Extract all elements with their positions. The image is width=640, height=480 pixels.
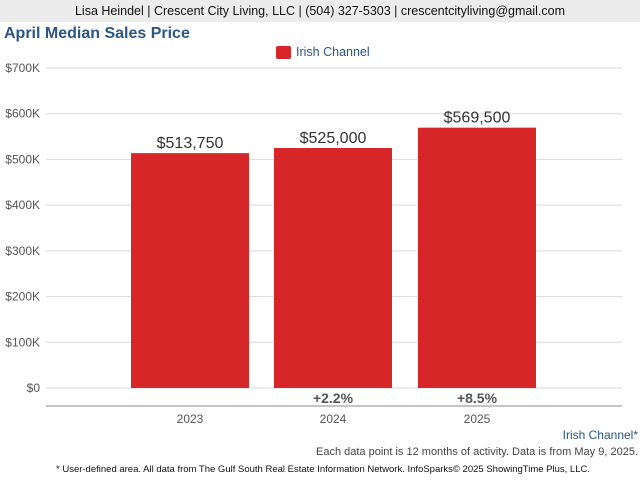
legend-label: Irish Channel xyxy=(296,45,370,59)
data-note: Each data point is 12 months of activity… xyxy=(315,446,638,458)
change-label: +8.5% xyxy=(457,390,498,406)
x-tick-label: 2023 xyxy=(177,412,204,426)
legend[interactable]: Irish Channel xyxy=(276,45,370,59)
bar-value-label: $569,500 xyxy=(444,110,511,127)
change-label: +2.2% xyxy=(313,390,354,406)
y-tick-label: $200K xyxy=(5,290,40,304)
bar-value-label: $513,750 xyxy=(157,135,224,152)
bar[interactable] xyxy=(418,127,536,389)
y-tick-label: $600K xyxy=(5,107,40,121)
legend-swatch xyxy=(276,45,291,59)
x-tick-label: 2025 xyxy=(464,412,491,426)
y-tick-label: $100K xyxy=(5,335,40,349)
bar[interactable] xyxy=(274,148,392,388)
y-tick-label: $500K xyxy=(5,152,40,166)
y-tick-label: $400K xyxy=(5,198,40,212)
region-link[interactable]: Irish Channel* xyxy=(562,428,638,442)
x-tick-label: 2024 xyxy=(320,412,347,426)
y-tick-label: $300K xyxy=(5,244,40,258)
bar[interactable] xyxy=(131,153,249,388)
bar-value-label: $525,000 xyxy=(300,130,367,147)
source-note: * User-defined area. All data from The G… xyxy=(56,464,590,475)
chart-title: April Median Sales Price xyxy=(4,25,190,42)
y-tick-label: $0 xyxy=(27,381,41,395)
y-tick-label: $700K xyxy=(5,61,40,75)
contact-header: Lisa Heindel | Crescent City Living, LLC… xyxy=(0,0,640,22)
